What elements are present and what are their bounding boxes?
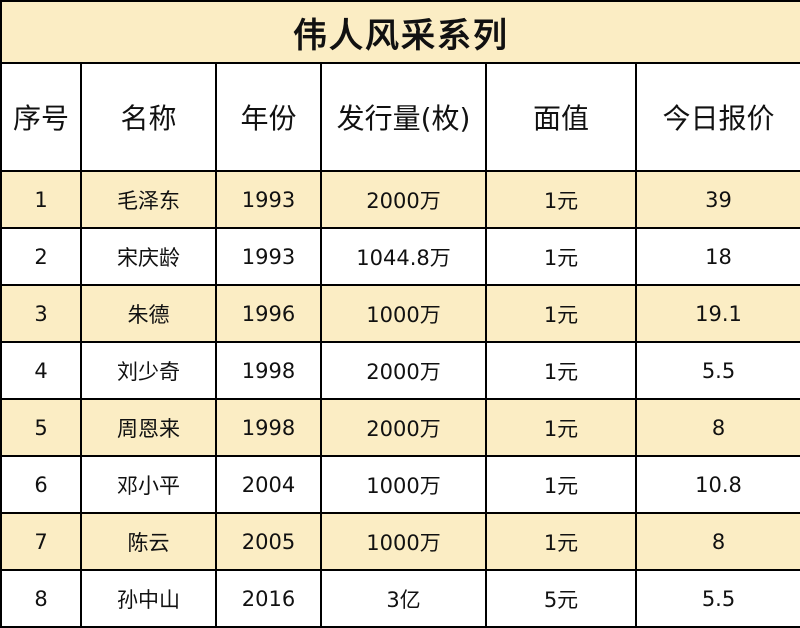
cell-name: 孙中山 bbox=[80, 569, 217, 628]
cell-index: 6 bbox=[0, 455, 82, 514]
cell-face-value: 1元 bbox=[485, 170, 637, 229]
col-header-circulation: 发行量(枚) bbox=[320, 62, 487, 172]
cell-face-value: 1元 bbox=[485, 341, 637, 400]
cell-name: 周恩来 bbox=[80, 398, 217, 457]
cell-circulation: 1000万 bbox=[320, 455, 487, 514]
cell-name: 朱德 bbox=[80, 284, 217, 343]
cell-index: 4 bbox=[0, 341, 82, 400]
table-title: 伟人风采系列 bbox=[0, 0, 800, 64]
cell-face-value: 1元 bbox=[485, 512, 637, 571]
cell-circulation: 3亿 bbox=[320, 569, 487, 628]
col-header-index: 序号 bbox=[0, 62, 82, 172]
table-row: 7 陈云 2005 1000万 1元 8 bbox=[0, 512, 800, 571]
cell-name: 邓小平 bbox=[80, 455, 217, 514]
cell-year: 1996 bbox=[215, 284, 322, 343]
table-row: 1 毛泽东 1993 2000万 1元 39 bbox=[0, 170, 800, 229]
table-row: 4 刘少奇 1998 2000万 1元 5.5 bbox=[0, 341, 800, 400]
table-row: 5 周恩来 1998 2000万 1元 8 bbox=[0, 398, 800, 457]
cell-price: 18 bbox=[634, 227, 800, 286]
cell-name: 宋庆龄 bbox=[80, 227, 217, 286]
cell-face-value: 5元 bbox=[485, 569, 637, 628]
cell-circulation: 1000万 bbox=[320, 284, 487, 343]
cell-index: 5 bbox=[0, 398, 82, 457]
cell-price: 5.5 bbox=[634, 341, 800, 400]
col-header-face-value: 面值 bbox=[485, 62, 637, 172]
cell-face-value: 1元 bbox=[485, 284, 637, 343]
cell-year: 2004 bbox=[215, 455, 322, 514]
cell-price: 5.5 bbox=[634, 569, 800, 628]
cell-index: 7 bbox=[0, 512, 82, 571]
cell-year: 1993 bbox=[215, 170, 322, 229]
cell-price: 39 bbox=[634, 170, 800, 229]
cell-index: 1 bbox=[0, 170, 82, 229]
cell-face-value: 1元 bbox=[485, 455, 637, 514]
cell-name: 刘少奇 bbox=[80, 341, 217, 400]
cell-price: 8 bbox=[634, 512, 800, 571]
cell-year: 1998 bbox=[215, 341, 322, 400]
cell-circulation: 2000万 bbox=[320, 341, 487, 400]
col-header-year: 年份 bbox=[215, 62, 322, 172]
cell-circulation: 1000万 bbox=[320, 512, 487, 571]
cell-price: 8 bbox=[634, 398, 800, 457]
cell-year: 2016 bbox=[215, 569, 322, 628]
cell-year: 1993 bbox=[215, 227, 322, 286]
cell-circulation: 2000万 bbox=[320, 170, 487, 229]
cell-name: 陈云 bbox=[80, 512, 217, 571]
col-header-name: 名称 bbox=[80, 62, 217, 172]
cell-face-value: 1元 bbox=[485, 398, 637, 457]
cell-face-value: 1元 bbox=[485, 227, 637, 286]
cell-circulation: 2000万 bbox=[320, 398, 487, 457]
cell-year: 2005 bbox=[215, 512, 322, 571]
cell-index: 8 bbox=[0, 569, 82, 628]
header-row: 序号 名称 年份 发行量(枚) 面值 今日报价 bbox=[0, 62, 800, 172]
cell-circulation: 1044.8万 bbox=[320, 227, 487, 286]
cell-price: 10.8 bbox=[634, 455, 800, 514]
cell-name: 毛泽东 bbox=[80, 170, 217, 229]
cell-index: 2 bbox=[0, 227, 82, 286]
table-row: 6 邓小平 2004 1000万 1元 10.8 bbox=[0, 455, 800, 514]
col-header-price: 今日报价 bbox=[634, 62, 800, 172]
title-row: 伟人风采系列 bbox=[0, 0, 800, 64]
table-row: 2 宋庆龄 1993 1044.8万 1元 18 bbox=[0, 227, 800, 286]
cell-index: 3 bbox=[0, 284, 82, 343]
table-row: 8 孙中山 2016 3亿 5元 5.5 bbox=[0, 569, 800, 628]
cell-year: 1998 bbox=[215, 398, 322, 457]
table-row: 3 朱德 1996 1000万 1元 19.1 bbox=[0, 284, 800, 343]
cell-price: 19.1 bbox=[634, 284, 800, 343]
